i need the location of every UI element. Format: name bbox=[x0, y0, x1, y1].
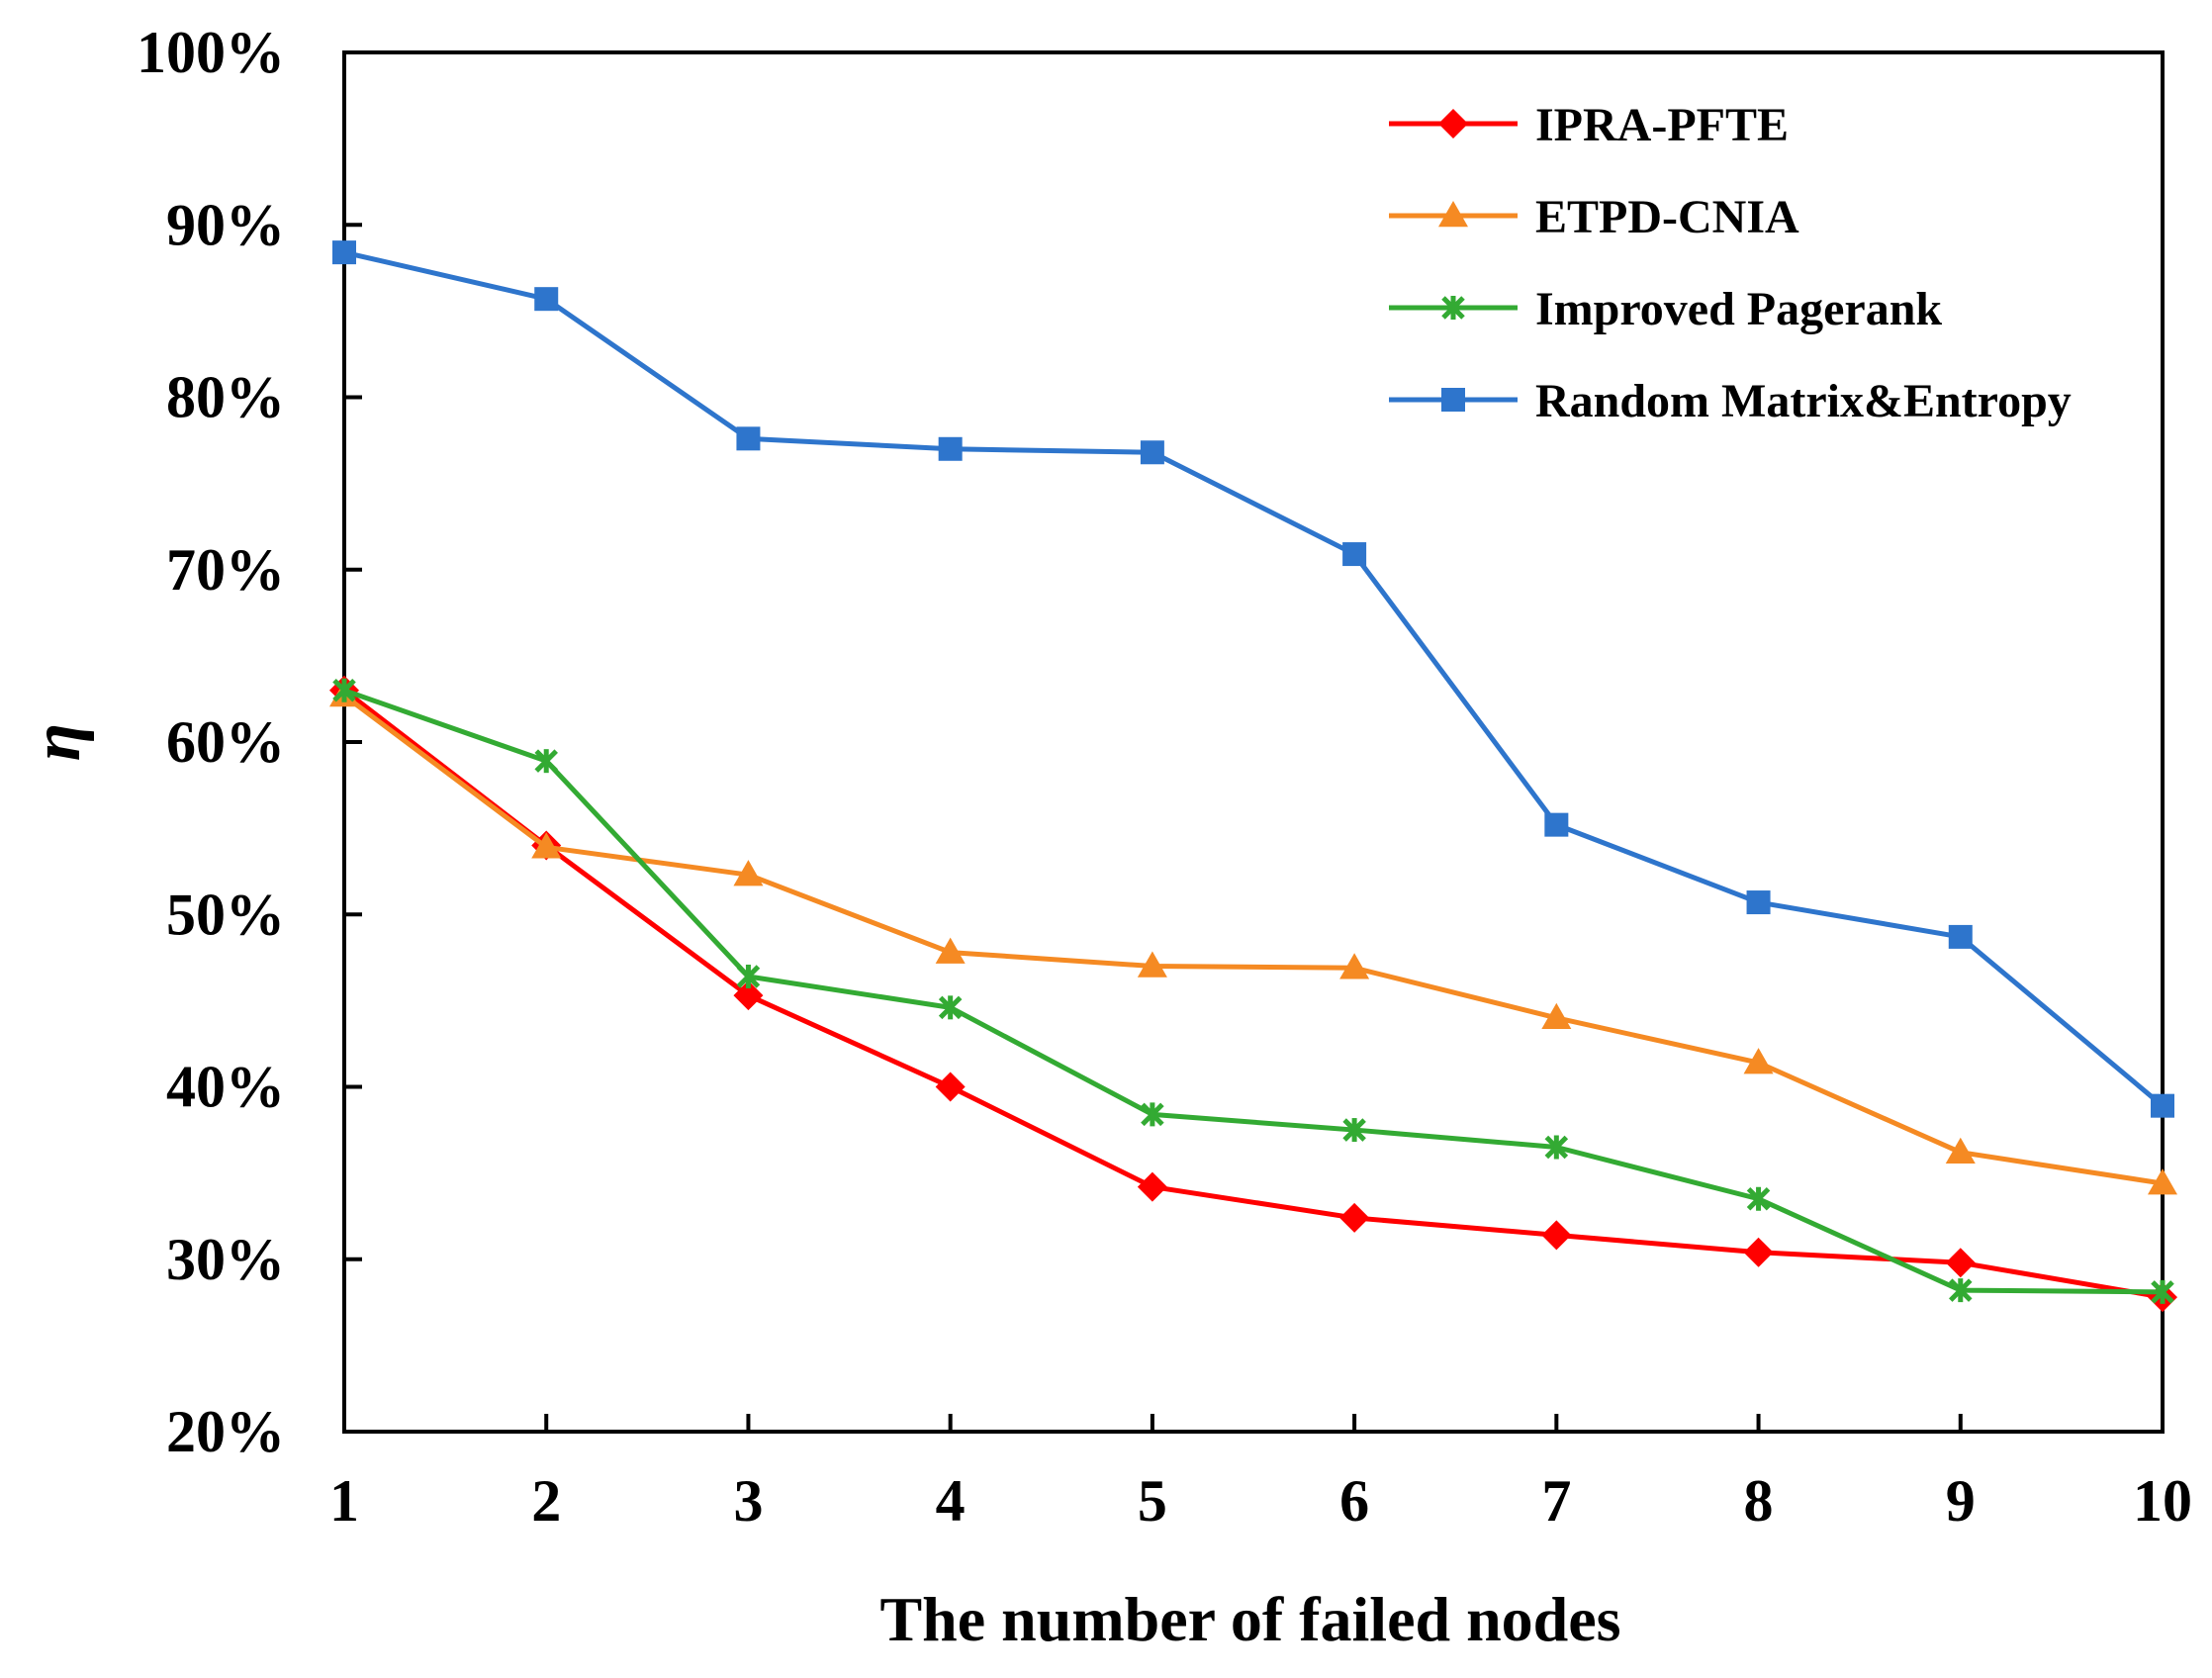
data-point bbox=[1342, 1118, 1366, 1143]
x-axis-title: The number of failed nodes bbox=[879, 1584, 1620, 1654]
data-point bbox=[1746, 890, 1771, 915]
y-tick-label: 80% bbox=[166, 365, 285, 430]
data-point bbox=[1541, 1220, 1572, 1251]
y-tick-label: 20% bbox=[166, 1399, 285, 1464]
legend-marker bbox=[1438, 109, 1468, 139]
data-point bbox=[2151, 1279, 2174, 1304]
y-tick-label: 60% bbox=[166, 709, 285, 775]
data-point bbox=[733, 980, 764, 1011]
legend-marker bbox=[1441, 296, 1465, 320]
data-point bbox=[1339, 1202, 1370, 1233]
x-tick-label: 5 bbox=[1138, 1468, 1167, 1534]
legend-label: ETPD-CNIA bbox=[1535, 191, 1799, 243]
data-point bbox=[2151, 1093, 2174, 1118]
y-axis-title: η bbox=[19, 723, 95, 761]
x-tick-label: 9 bbox=[1946, 1468, 1976, 1534]
series-line bbox=[342, 693, 2164, 1186]
data-point bbox=[935, 937, 966, 964]
data-point bbox=[332, 240, 356, 265]
axes: 20% 30% 40% 50% 60% 70% 80% 90% 100% 1 2 3 4 5 6 7 8 9 10 bbox=[137, 20, 2192, 1534]
legend: IPRA-PFTE ETPD-CNIA Improved Pagerank Rando… bbox=[1389, 99, 2072, 427]
data-point bbox=[1339, 953, 1370, 979]
data-point bbox=[1342, 542, 1367, 567]
y-tick-label: 50% bbox=[166, 882, 285, 947]
data-point bbox=[1746, 1186, 1771, 1211]
data-point bbox=[935, 1072, 966, 1102]
data-point bbox=[1541, 1002, 1572, 1030]
x-tick-label: 1 bbox=[329, 1468, 359, 1534]
data-point bbox=[531, 832, 562, 859]
data-point bbox=[1948, 924, 1973, 949]
legend-label: Random Matrix&Entropy bbox=[1535, 375, 2072, 427]
data-point bbox=[534, 287, 559, 312]
x-tick-label: 4 bbox=[936, 1468, 966, 1534]
x-tick-label: 7 bbox=[1541, 1468, 1571, 1534]
data-point bbox=[1945, 1248, 1976, 1278]
x-tick-label: 2 bbox=[531, 1468, 561, 1534]
data-point bbox=[938, 436, 963, 461]
y-tick-label: 40% bbox=[166, 1055, 285, 1120]
data-point bbox=[1949, 1278, 1973, 1303]
data-point bbox=[1137, 1171, 1167, 1202]
legend-entry: ETPD-CNIA bbox=[1389, 191, 1799, 243]
series-line bbox=[342, 688, 2164, 1300]
data-point bbox=[1137, 951, 1167, 978]
data-point bbox=[1141, 1102, 1164, 1127]
data-point bbox=[1945, 1137, 1976, 1164]
x-tick-label: 6 bbox=[1339, 1468, 1369, 1534]
legend-label: IPRA-PFTE bbox=[1535, 99, 1789, 151]
legend-entry: Random Matrix&Entropy bbox=[1389, 375, 2072, 427]
data-point bbox=[534, 749, 558, 774]
legend-marker bbox=[1438, 201, 1468, 228]
y-tick-label: 70% bbox=[166, 537, 285, 603]
x-tick-label: 10 bbox=[2133, 1468, 2192, 1534]
legend-label: Improved Pagerank bbox=[1535, 283, 1942, 335]
data-point bbox=[1140, 440, 1164, 465]
y-tick-label: 90% bbox=[166, 192, 285, 257]
data-point bbox=[736, 964, 761, 988]
x-tick-label: 8 bbox=[1744, 1468, 1774, 1534]
legend-marker bbox=[1441, 388, 1465, 412]
data-point bbox=[938, 995, 963, 1020]
data-point bbox=[1544, 812, 1569, 837]
data-point bbox=[1544, 1135, 1569, 1160]
y-tick-label: 100% bbox=[137, 20, 285, 85]
data-point bbox=[736, 426, 761, 451]
data-point bbox=[1743, 1237, 1774, 1267]
y-tick-label: 30% bbox=[166, 1227, 285, 1292]
series-random-matrix-entropy bbox=[332, 240, 2174, 1118]
series-layer bbox=[329, 240, 2177, 1313]
data-point bbox=[332, 678, 356, 702]
data-point bbox=[2148, 1168, 2177, 1195]
legend-entry: Improved Pagerank bbox=[1389, 283, 1942, 335]
series-line bbox=[343, 249, 2165, 1108]
series-improved-pagerank bbox=[332, 678, 2174, 1304]
series-line bbox=[343, 688, 2164, 1295]
data-point bbox=[1743, 1048, 1774, 1074]
legend-entry: IPRA-PFTE bbox=[1389, 99, 1789, 151]
x-tick-label: 3 bbox=[733, 1468, 763, 1534]
data-point bbox=[733, 860, 764, 886]
